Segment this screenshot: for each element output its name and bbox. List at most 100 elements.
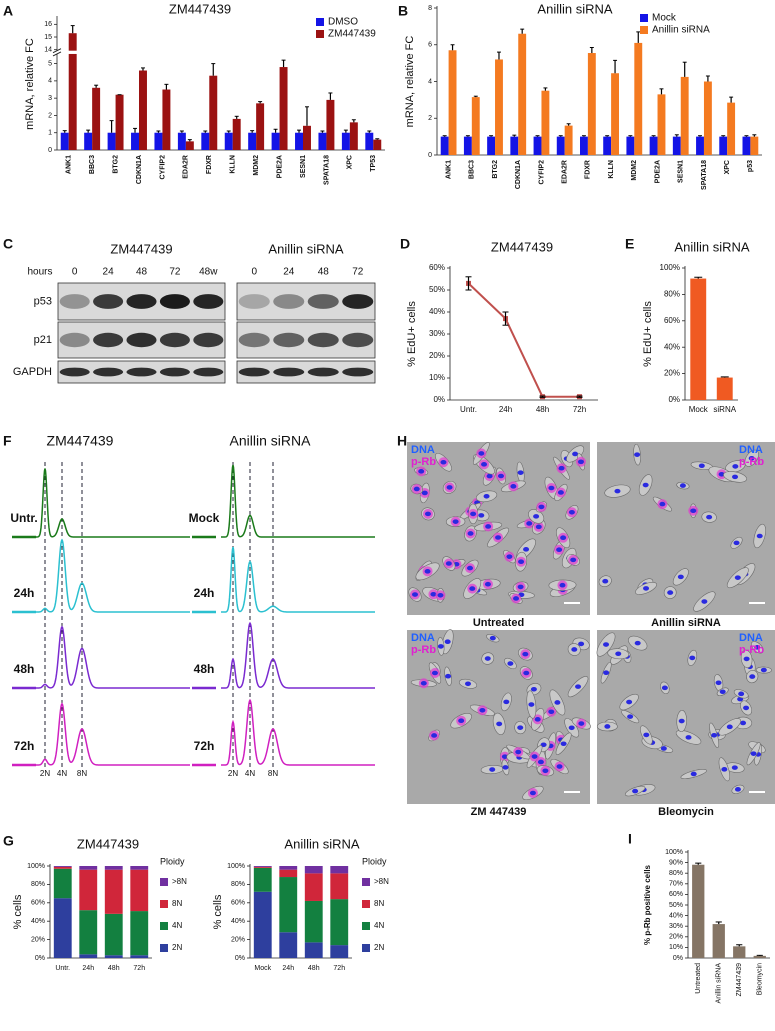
nucleus — [679, 483, 686, 488]
y-tick-label: 60% — [231, 900, 245, 907]
flow-row-label: Untr. — [10, 511, 37, 525]
nucleus — [421, 490, 428, 496]
nucleus — [412, 592, 419, 597]
nucleus — [444, 639, 451, 644]
bar — [440, 136, 449, 155]
nucleus — [578, 721, 585, 726]
bar — [541, 90, 550, 155]
bar — [154, 132, 163, 150]
legend-label: Mock — [652, 13, 677, 24]
nucleus — [556, 764, 563, 769]
flow-row-label: Mock — [189, 511, 220, 525]
y-tick-label: 0% — [35, 955, 45, 962]
nucleus — [529, 790, 536, 796]
bar — [533, 136, 542, 155]
nucleus — [513, 596, 520, 601]
y-axis-label: % cells — [212, 894, 224, 929]
bar — [349, 122, 358, 150]
bar — [139, 70, 147, 150]
x-tick-label: p53 — [747, 160, 754, 172]
blot-band — [59, 367, 90, 377]
ploidy-label: 8N — [77, 769, 87, 778]
nucleus — [445, 673, 452, 679]
legend-swatch — [640, 14, 648, 22]
x-tick-label: 72h — [333, 965, 345, 972]
bar-segment — [330, 873, 349, 900]
nucleus — [578, 641, 585, 647]
y-tick-label: 80% — [31, 881, 45, 888]
flow-row-label: 24h — [194, 586, 215, 600]
bar — [742, 136, 751, 155]
chart-title: ZM447439 — [491, 239, 553, 254]
nucleus — [484, 656, 491, 661]
nucleus — [554, 700, 561, 705]
bar — [341, 132, 350, 150]
histogram — [33, 625, 190, 689]
bar — [224, 132, 233, 150]
nucleus — [754, 645, 761, 650]
bar — [587, 53, 596, 155]
flow-row-label: 24h — [14, 586, 35, 600]
legend-swatch — [160, 900, 168, 908]
nucleus — [507, 661, 514, 666]
nucleus — [502, 765, 509, 770]
x-tick-label: siRNA — [713, 405, 736, 414]
legend-swatch — [316, 18, 324, 26]
x-tick-label: EDA2R — [183, 155, 190, 179]
bar — [580, 136, 588, 155]
legend-label: 8N — [374, 899, 384, 908]
histogram — [221, 464, 375, 538]
flow-title: ZM447439 — [47, 433, 114, 449]
bar — [727, 102, 736, 155]
blot-band — [342, 294, 374, 309]
chart-title: ZM447439 — [169, 1, 231, 16]
bar — [495, 59, 503, 156]
nucleus — [506, 554, 513, 559]
x-tick-label: XPC — [724, 160, 731, 174]
nucleus — [458, 718, 465, 723]
nucleus — [749, 674, 756, 679]
bar — [556, 136, 565, 155]
nucleus — [503, 699, 510, 705]
legend-swatch — [160, 944, 168, 952]
bar — [232, 118, 241, 150]
flow-row-label: 72h — [14, 739, 35, 753]
nucleus — [478, 451, 485, 456]
y-tick-label: 1 — [48, 130, 52, 137]
bar — [649, 136, 658, 155]
legend-label: 8N — [172, 899, 182, 908]
nucleus — [534, 717, 541, 722]
stain-label: p-Rb — [739, 456, 764, 468]
y-tick-label: 10% — [429, 373, 445, 382]
bar-segment — [279, 877, 298, 933]
stain-label: p-Rb — [411, 644, 436, 656]
caption: Untreated — [473, 617, 524, 629]
bar-segment — [130, 911, 149, 956]
chart-title: ZM447439 — [77, 836, 139, 851]
lanes-label: hours — [27, 267, 52, 278]
nucleus — [689, 655, 696, 661]
nucleus — [548, 485, 555, 491]
nucleus — [522, 651, 529, 657]
histogram — [221, 547, 375, 613]
bar-segment — [104, 866, 123, 870]
nucleus — [446, 485, 453, 490]
blot-band — [238, 294, 270, 309]
nucleus — [748, 455, 755, 461]
nucleus — [528, 702, 535, 707]
bar-segment — [330, 866, 349, 874]
flow-row-label: 48h — [14, 662, 35, 676]
bar — [518, 33, 527, 155]
bar — [115, 94, 124, 150]
legend-swatch — [362, 900, 370, 908]
bar-segment — [253, 891, 272, 958]
stain-label: DNA — [411, 632, 435, 644]
legend-swatch — [362, 922, 370, 930]
lane-label: 48w — [199, 267, 218, 278]
x-tick-label: SESN1 — [678, 160, 685, 183]
blot-band — [273, 294, 305, 309]
nucleus — [660, 746, 667, 751]
y-tick-label: 20% — [231, 936, 245, 943]
bar-segment — [304, 866, 323, 874]
y-tick-label: 70% — [669, 881, 683, 888]
